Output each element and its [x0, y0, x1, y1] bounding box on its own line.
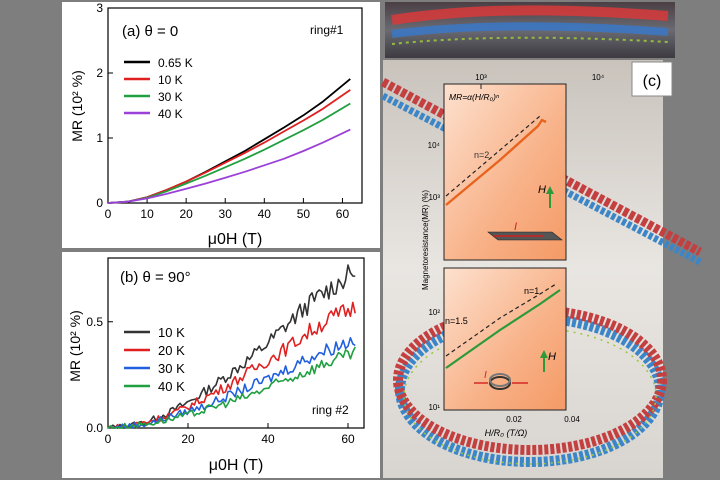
panel-b-xlabel: μ0H (T) [209, 457, 264, 474]
panel-c-bottom-fit-n1: n=1 [524, 286, 539, 296]
panel-b-ticks: 0 20 40 60 0.0 0.5 [86, 315, 355, 446]
legend-entry: 10 K [158, 73, 183, 87]
y-tick-label: 0 [96, 196, 103, 210]
panel-c-top-ytick-1e4: 10⁴ [428, 141, 441, 150]
legend-entry: 20 K [158, 343, 185, 358]
panel-c: (c) 10³ 10⁴ MR=α(H/R₀)ⁿ 10⁴ 10³ n=2 I H … [380, 2, 703, 478]
panel-a-axes-frame [107, 7, 363, 204]
legend-entry: 10 K [158, 325, 185, 340]
panel-c-bottom-field-label: H [548, 351, 556, 363]
x-tick-label: 10 [140, 207, 154, 221]
legend-entry: 30 K [158, 90, 183, 104]
legend-entry: 30 K [158, 361, 185, 376]
panel-c-bottom-xtick-002: 0.02 [506, 415, 522, 424]
panel-c-bottom-fit-n15: n=1.5 [445, 316, 468, 326]
series-line [107, 346, 356, 429]
legend-entry: 0.65 K [158, 56, 193, 70]
panel-c-formula: MR=α(H/R₀)ⁿ [449, 92, 499, 102]
panel-c-top-current-label: I [514, 221, 517, 233]
molecular-strip-top [385, 2, 675, 58]
x-tick-label: 30 [219, 207, 233, 221]
panel-c-bottom-ytick-1e1: 10¹ [428, 403, 440, 412]
panel-c-label-box [631, 61, 673, 97]
x-tick-label: 60 [341, 432, 355, 446]
panel-c-top-field-label: H [538, 184, 546, 196]
panel-c-bottom-fit-dashed [445, 283, 557, 357]
panel-a-background [62, 2, 380, 248]
panel-a-ticks: 0 10 20 30 40 50 60 0 1 2 3 [96, 1, 349, 221]
panel-c-top-subplot: 10³ 10⁴ MR=α(H/R₀)ⁿ 10⁴ 10³ n=2 I H [428, 73, 605, 261]
y-tick-label: 0.5 [86, 315, 103, 329]
panel-c-top-field-arrowhead [546, 186, 554, 194]
panel-c-top-fit-label: n=2 [474, 150, 489, 160]
y-tick-label: 2 [96, 66, 103, 80]
panel-c-bottom-xlabel: H/R₀ (T/Ω) [485, 428, 528, 438]
panel-c-bottom-current-label: I [484, 370, 487, 381]
panel-b-ring-tag: ring #2 [312, 403, 349, 417]
panel-b-legend: 10 K 20 K 30 K 40 K [124, 325, 185, 394]
panel-c-top-tick-1000: 10³ [475, 73, 487, 82]
panel-c-bottom-field-arrowhead [540, 350, 548, 358]
panel-b-series-lines [107, 264, 356, 429]
panel-b-ylabel: MR (10² %) [67, 310, 83, 382]
x-tick-label: 20 [179, 207, 193, 221]
y-tick-label: 0.0 [86, 421, 103, 435]
x-tick-label: 60 [336, 207, 350, 221]
panel-c-top-frame [443, 83, 567, 261]
panel-c-bottom-ring-icon-top [489, 373, 511, 387]
panel-a: 0 10 20 30 40 50 60 0 1 2 3 (a) θ = 0 ring#1 0.65 … [62, 1, 380, 248]
panel-c-top-data-line [445, 118, 547, 206]
y-tick-label: 1 [96, 131, 103, 145]
x-tick-label: 20 [181, 432, 195, 446]
y-tick-label: 3 [96, 1, 103, 15]
panel-a-label: (a) θ = 0 [122, 23, 178, 40]
panel-c-ylabel: Magnetoresistance(MR) (%) [421, 190, 430, 290]
panel-c-bottom-xtick-004: 0.04 [564, 415, 580, 424]
panel-b-axes-frame [107, 257, 365, 429]
panel-c-top-tick-10000: 10⁴ [592, 73, 605, 82]
x-tick-label: 50 [297, 207, 311, 221]
panel-c-label: (c) [643, 73, 662, 90]
x-tick-label: 40 [261, 432, 275, 446]
x-tick-label: 0 [105, 432, 112, 446]
series-line [107, 301, 356, 429]
legend-entry: 40 K [158, 379, 185, 394]
panel-c-bottom-subplot: 10² 10¹ 0.02 0.04 H/R₀ (T/Ω) n=1 n=1.5 I… [428, 267, 580, 438]
x-tick-label: 0 [105, 207, 112, 221]
panel-a-ring-tag: ring#1 [310, 23, 344, 37]
panel-a-xlabel: μ0H (T) [208, 231, 263, 248]
panel-c-bottom-frame [443, 267, 567, 411]
panel-c-top-ytick-1e3: 10³ [428, 193, 440, 202]
panel-c-bottom-data-line [445, 289, 561, 369]
panel-a-ylabel: MR (10² %) [69, 70, 85, 142]
panel-a-legend: 0.65 K 10 K 30 K 40 K [124, 56, 193, 121]
panel-b-label: (b) θ = 90° [120, 269, 191, 286]
panel-a-series-lines [107, 78, 351, 204]
legend-entry: 40 K [158, 107, 183, 121]
x-tick-label: 40 [258, 207, 272, 221]
series-line [107, 128, 351, 204]
panel-c-bottom-ytick-1e2: 10² [428, 308, 440, 317]
panel-b: 0 20 40 60 0.0 0.5 (b) θ = 90° ring #2 10 K 20… [62, 252, 380, 478]
